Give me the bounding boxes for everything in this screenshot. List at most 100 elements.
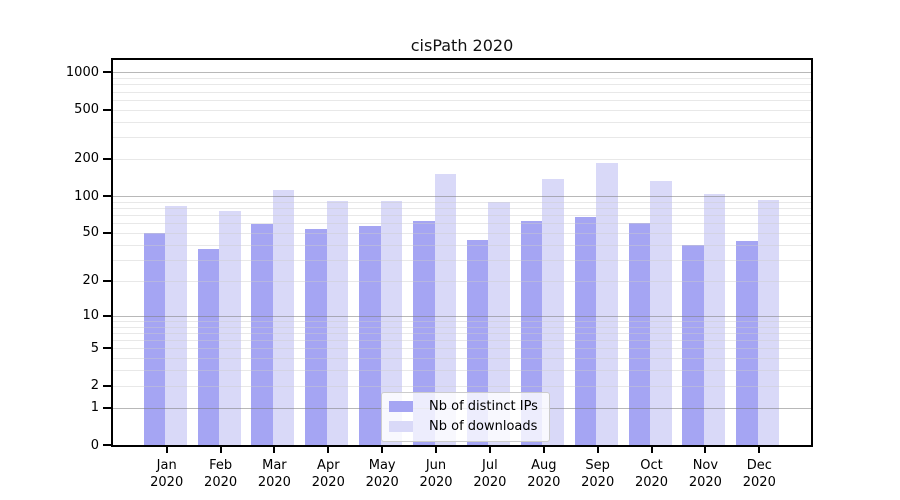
y-tick-label: 5 (90, 340, 99, 356)
x-tick-mark (758, 445, 761, 453)
x-tick-label-mar: Mar 2020 (257, 458, 291, 490)
gridline-minor (113, 215, 811, 217)
bar-distinct-ips-apr (305, 228, 327, 445)
x-tick-label-jan: Jan 2020 (150, 458, 184, 490)
y-tick-label: 100 (74, 188, 99, 204)
gridline-minor (113, 332, 811, 334)
y-tick-mark (103, 71, 111, 74)
gridline-minor (113, 109, 811, 111)
gridline-minor (113, 348, 811, 350)
bar-distinct-ips-may (359, 226, 381, 445)
x-tick-label-apr: Apr 2020 (311, 458, 345, 490)
x-tick-mark (542, 445, 545, 453)
gridline-minor (113, 201, 811, 203)
gridline-minor (113, 358, 811, 360)
x-tick-mark (650, 445, 653, 453)
x-tick-mark (704, 445, 707, 453)
gridline-minor (113, 223, 811, 225)
y-tick-label: 0 (90, 437, 99, 453)
bar-distinct-ips-nov (682, 244, 704, 445)
gridline-minor (113, 232, 811, 234)
bar-distinct-ips-jan (143, 232, 166, 445)
bar-downloads-oct (650, 181, 672, 445)
gridline-minor (113, 158, 811, 160)
legend-swatch-distinct-ips (389, 401, 413, 412)
gridline-minor (113, 259, 811, 261)
bar-downloads-jun (434, 173, 457, 445)
y-tick-label: 20 (82, 273, 99, 289)
bar-distinct-ips-oct (628, 223, 651, 445)
bar-downloads-sep (596, 162, 618, 445)
bar-distinct-ips-dec (736, 240, 758, 445)
gridline-minor (113, 137, 811, 139)
bar-distinct-ips-feb (197, 248, 220, 445)
y-tick-mark (103, 279, 111, 282)
x-tick-mark (219, 445, 222, 453)
y-tick-label: 50 (82, 225, 99, 241)
gridline-minor (113, 326, 811, 328)
gridline-major (113, 72, 811, 74)
y-tick-mark (103, 231, 111, 234)
y-tick-label: 1000 (65, 64, 99, 80)
x-tick-label-sep: Sep 2020 (581, 458, 615, 490)
legend-item-distinct-ips: Nb of distinct IPs (389, 399, 538, 414)
x-tick-label-oct: Oct 2020 (634, 458, 669, 490)
x-tick-mark (327, 445, 330, 453)
legend-item-downloads: Nb of downloads (389, 419, 538, 434)
y-tick-mark (103, 384, 111, 387)
gridline-minor (113, 244, 811, 246)
bars-layer (113, 60, 811, 445)
x-tick-label-feb: Feb 2020 (204, 458, 238, 490)
x-tick-mark (381, 445, 384, 453)
y-tick-mark (103, 347, 111, 350)
bar-distinct-ips-mar (251, 224, 273, 445)
ticks-layer: 0 1 2 5 10 20 50 100 200 500 1000 Jan 2020 Feb 2020 Mar… (66, 60, 811, 490)
gridline-major (113, 196, 811, 198)
bar-distinct-ips-aug (520, 220, 543, 445)
gridline-minor (113, 78, 811, 79)
y-tick-label: 500 (74, 102, 99, 118)
bar-downloads-mar (272, 190, 295, 445)
bar-downloads-nov (703, 193, 726, 445)
gridline-minor (113, 320, 811, 322)
gridline-minor (113, 280, 811, 282)
y-tick-mark (103, 406, 111, 409)
x-tick-label-jul: Jul 2020 (473, 458, 507, 490)
bar-distinct-ips-jun (413, 220, 435, 445)
x-tick-label-nov: Nov 2020 (688, 458, 722, 490)
gridline-major (113, 315, 811, 317)
gridline-minor (113, 84, 811, 86)
legend-label-downloads: Nb of downloads (429, 419, 538, 434)
bar-downloads-jul (488, 202, 510, 445)
y-tick-label: 10 (82, 308, 99, 324)
x-tick-mark (273, 445, 276, 453)
x-tick-label-jun: Jun 2020 (419, 458, 453, 490)
x-tick-label-aug: Aug 2020 (527, 458, 561, 490)
plot-area: 0 1 2 5 10 20 50 100 200 500 1000 Jan 2020 Feb 2020 Mar… (66, 58, 813, 490)
x-tick-mark (488, 445, 491, 453)
y-tick-mark (103, 314, 111, 317)
y-tick-mark (103, 157, 111, 160)
gridline-minor (113, 370, 811, 372)
gridline-minor (113, 385, 811, 387)
chart-title: cisPath 2020 (410, 36, 514, 55)
legend: Nb of distinct IPs Nb of downloads (381, 392, 550, 442)
gridline-minor (113, 99, 811, 101)
legend-swatch-downloads (389, 421, 413, 432)
y-tick-label: 2 (90, 378, 99, 394)
bar-distinct-ips-sep (574, 217, 597, 445)
y-tick-mark (103, 108, 111, 111)
gridline-minor (113, 208, 811, 209)
y-tick-mark (103, 444, 111, 446)
bar-downloads-aug (542, 178, 564, 445)
x-tick-mark (435, 445, 437, 453)
grid-layer (113, 60, 811, 445)
x-tick-label-may: May 2020 (365, 458, 399, 490)
legend-label-distinct-ips: Nb of distinct IPs (429, 399, 538, 414)
x-tick-label-dec: Dec 2020 (742, 458, 776, 490)
bar-downloads-jan (165, 206, 187, 445)
bar-downloads-dec (757, 199, 780, 445)
bar-downloads-feb (219, 211, 241, 445)
y-tick-label: 1 (90, 400, 99, 416)
